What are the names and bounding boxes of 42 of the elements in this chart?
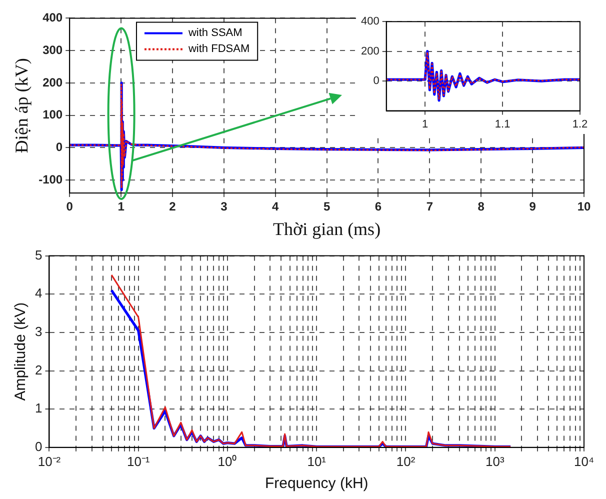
x-tick-label: 4 xyxy=(272,200,280,214)
y-tick-label: 0 xyxy=(373,75,380,88)
y-tick-label: 400 xyxy=(42,10,63,25)
x-tick-label: 1.2 xyxy=(572,118,588,130)
legend-label: with SSAM xyxy=(187,27,242,40)
y-tick-label: 200 xyxy=(42,75,63,90)
x-tick-label: 8 xyxy=(478,200,485,214)
x-tick-label: 7 xyxy=(426,200,434,214)
legend-label: with FDSAM xyxy=(187,43,250,56)
x-tick-label: 10⁴ xyxy=(574,454,594,469)
x-tick-label: 10² xyxy=(396,454,416,469)
x-tick-label: 2 xyxy=(169,200,176,214)
x-tick-label: 10¹ xyxy=(307,454,327,469)
y-tick-label: 0 xyxy=(34,438,42,454)
x-tick-label: 10³ xyxy=(485,454,505,469)
x-axis-title: Thời gian (ms) xyxy=(273,218,381,239)
y-tick-label: 1 xyxy=(34,400,42,416)
x-tick-label: 5 xyxy=(323,200,330,214)
x-tick-label: 10⁻¹ xyxy=(126,454,150,469)
y-tick-label: 300 xyxy=(42,42,63,57)
x-tick-label: 10 xyxy=(577,200,591,214)
y-axis-title: Amplitude (kV) xyxy=(12,302,30,401)
x-tick-label: 1 xyxy=(118,200,125,214)
x-tick-label: 6 xyxy=(374,200,382,214)
y-tick-label: -100 xyxy=(38,172,63,186)
y-tick-label: 200 xyxy=(360,45,380,58)
y-tick-label: 5 xyxy=(34,247,42,262)
y-axis-title: Điện áp (kV) xyxy=(12,58,32,154)
x-tick-label: 1.1 xyxy=(494,118,510,130)
y-tick-label: 2 xyxy=(34,362,42,378)
x-tick-label: 1 xyxy=(422,118,428,130)
x-tick-label: 10⁻² xyxy=(38,454,62,469)
x-axis-title: Frequency (kH) xyxy=(264,475,368,492)
y-tick-label: 4 xyxy=(34,286,42,301)
y-tick-label: 3 xyxy=(34,324,42,340)
x-tick-label: 9 xyxy=(529,200,536,214)
y-tick-label: 0 xyxy=(56,140,63,154)
x-tick-label: 0 xyxy=(66,200,74,214)
y-tick-label: 100 xyxy=(42,108,63,122)
x-tick-label: 3 xyxy=(220,200,228,214)
y-tick-label: 400 xyxy=(360,16,380,28)
x-tick-label: 10⁰ xyxy=(218,454,238,469)
